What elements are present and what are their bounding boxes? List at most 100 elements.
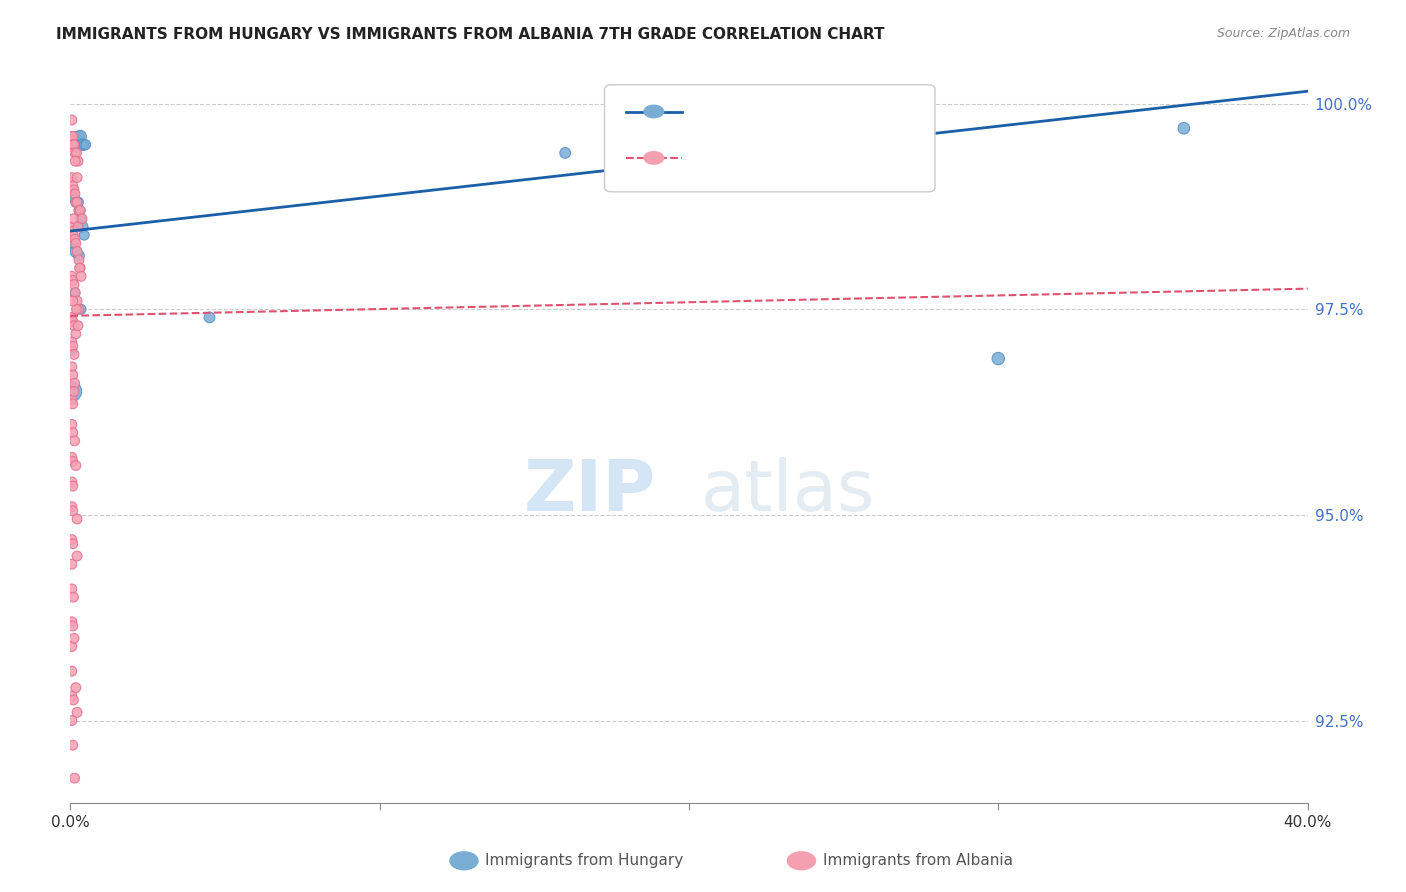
- Point: [66, 129, 89, 144]
- Point: [63, 145, 86, 160]
- Point: [66, 549, 89, 563]
- Point: [60, 714, 83, 728]
- Text: 0.287: 0.287: [735, 104, 783, 119]
- Point: [60, 269, 83, 284]
- Text: N =: N =: [792, 104, 835, 119]
- Point: [65, 302, 87, 317]
- Point: [67, 195, 90, 210]
- Point: [75, 137, 97, 152]
- Point: [69, 261, 91, 276]
- Point: [60, 310, 83, 325]
- Point: [67, 318, 90, 333]
- Point: [63, 285, 86, 300]
- Point: [63, 232, 86, 246]
- Point: [73, 228, 96, 243]
- Point: [67, 249, 90, 263]
- Point: [67, 154, 90, 169]
- Point: [62, 693, 84, 707]
- Point: [60, 475, 83, 489]
- Point: [60, 113, 83, 128]
- Point: [67, 219, 90, 234]
- Point: [66, 195, 89, 210]
- Point: [72, 219, 94, 234]
- Point: [63, 129, 86, 144]
- Point: [62, 397, 84, 411]
- Point: [60, 689, 83, 703]
- Point: [63, 187, 86, 202]
- Point: [60, 392, 83, 407]
- Point: [62, 187, 84, 202]
- Point: [65, 458, 87, 473]
- Point: [65, 195, 87, 210]
- Text: R =: R =: [696, 151, 730, 165]
- Text: 28: 28: [839, 104, 860, 119]
- Point: [63, 277, 86, 292]
- Point: [63, 318, 86, 333]
- Point: [65, 195, 87, 210]
- Point: [63, 191, 86, 205]
- Point: [62, 368, 84, 382]
- Point: [60, 343, 83, 358]
- Text: N =: N =: [792, 151, 835, 165]
- Point: [1173, 121, 1195, 136]
- Point: [65, 285, 87, 300]
- Point: [69, 129, 91, 144]
- Point: [62, 504, 84, 518]
- Point: [60, 640, 83, 654]
- Point: [60, 417, 83, 432]
- Point: [60, 582, 83, 596]
- Point: [60, 359, 83, 374]
- Point: [70, 137, 93, 152]
- Point: [67, 129, 90, 144]
- Point: [73, 137, 96, 152]
- Text: ZIP: ZIP: [524, 458, 657, 526]
- Point: [60, 500, 83, 514]
- Point: [62, 590, 84, 604]
- Point: [70, 302, 93, 317]
- Point: [60, 170, 83, 185]
- Point: [65, 244, 87, 259]
- Point: [70, 211, 93, 226]
- Point: [60, 450, 83, 465]
- Point: [62, 273, 84, 287]
- Point: [63, 376, 86, 391]
- Point: [65, 326, 87, 341]
- Point: [66, 512, 89, 526]
- Text: atlas: atlas: [700, 458, 875, 526]
- Point: [65, 154, 87, 169]
- Point: [62, 228, 84, 243]
- Point: [60, 129, 83, 144]
- Point: [63, 632, 86, 646]
- Point: [60, 384, 83, 399]
- Point: [66, 244, 89, 259]
- Point: [60, 335, 83, 350]
- Point: [69, 203, 91, 218]
- Point: [62, 536, 84, 550]
- Point: [60, 533, 83, 547]
- Point: [987, 351, 1010, 366]
- Point: [67, 252, 90, 267]
- Point: [63, 771, 86, 785]
- Text: IMMIGRANTS FROM HUNGARY VS IMMIGRANTS FROM ALBANIA 7TH GRADE CORRELATION CHART: IMMIGRANTS FROM HUNGARY VS IMMIGRANTS FR…: [56, 27, 884, 42]
- Point: [60, 615, 83, 629]
- Point: [65, 145, 87, 160]
- Point: [63, 183, 86, 197]
- Point: [65, 236, 87, 251]
- Point: [60, 558, 83, 572]
- Point: [65, 681, 87, 695]
- Point: [63, 137, 86, 152]
- Point: [62, 425, 84, 440]
- Point: [63, 384, 86, 399]
- Point: [62, 137, 84, 152]
- Point: [62, 129, 84, 144]
- Point: [63, 434, 86, 448]
- Point: [198, 310, 221, 325]
- Text: R =: R =: [696, 104, 730, 119]
- Point: [66, 706, 89, 720]
- Point: [62, 315, 84, 329]
- Point: [62, 339, 84, 353]
- Text: Immigrants from Albania: Immigrants from Albania: [823, 854, 1012, 868]
- Point: [62, 211, 84, 226]
- Point: [66, 170, 89, 185]
- Point: [70, 137, 93, 152]
